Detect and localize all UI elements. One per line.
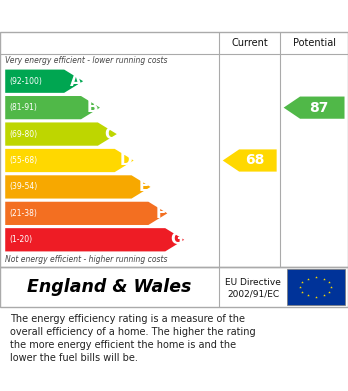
Text: England & Wales: England & Wales: [27, 278, 192, 296]
Text: G: G: [170, 232, 182, 247]
Text: (21-38): (21-38): [9, 209, 37, 218]
Text: (92-100): (92-100): [9, 77, 42, 86]
Polygon shape: [223, 149, 277, 172]
Text: Energy Efficiency Rating: Energy Efficiency Rating: [10, 9, 220, 23]
Polygon shape: [5, 202, 167, 225]
Text: Not energy efficient - higher running costs: Not energy efficient - higher running co…: [5, 255, 168, 264]
Text: 87: 87: [309, 100, 329, 115]
Text: 68: 68: [245, 154, 264, 167]
Text: (39-54): (39-54): [9, 183, 38, 192]
Polygon shape: [5, 228, 184, 251]
Text: Potential: Potential: [293, 38, 335, 48]
Text: The energy efficiency rating is a measure of the
overall efficiency of a home. T: The energy efficiency rating is a measur…: [10, 314, 256, 363]
Text: Very energy efficient - lower running costs: Very energy efficient - lower running co…: [5, 56, 168, 65]
Text: D: D: [119, 153, 132, 168]
Bar: [287, 269, 345, 305]
Text: E: E: [139, 179, 149, 194]
Polygon shape: [284, 97, 345, 119]
Text: EU Directive: EU Directive: [225, 278, 281, 287]
Polygon shape: [5, 175, 150, 199]
Text: (1-20): (1-20): [9, 235, 32, 244]
Text: B: B: [87, 100, 98, 115]
Polygon shape: [5, 96, 100, 119]
Text: Current: Current: [231, 38, 268, 48]
Text: 2002/91/EC: 2002/91/EC: [227, 290, 279, 299]
Polygon shape: [5, 122, 117, 146]
Text: (81-91): (81-91): [9, 103, 37, 112]
Text: C: C: [104, 127, 115, 142]
Text: A: A: [70, 74, 81, 89]
Polygon shape: [5, 149, 134, 172]
Text: F: F: [155, 206, 166, 221]
Text: (69-80): (69-80): [9, 129, 38, 138]
Text: (55-68): (55-68): [9, 156, 38, 165]
Polygon shape: [5, 70, 83, 93]
